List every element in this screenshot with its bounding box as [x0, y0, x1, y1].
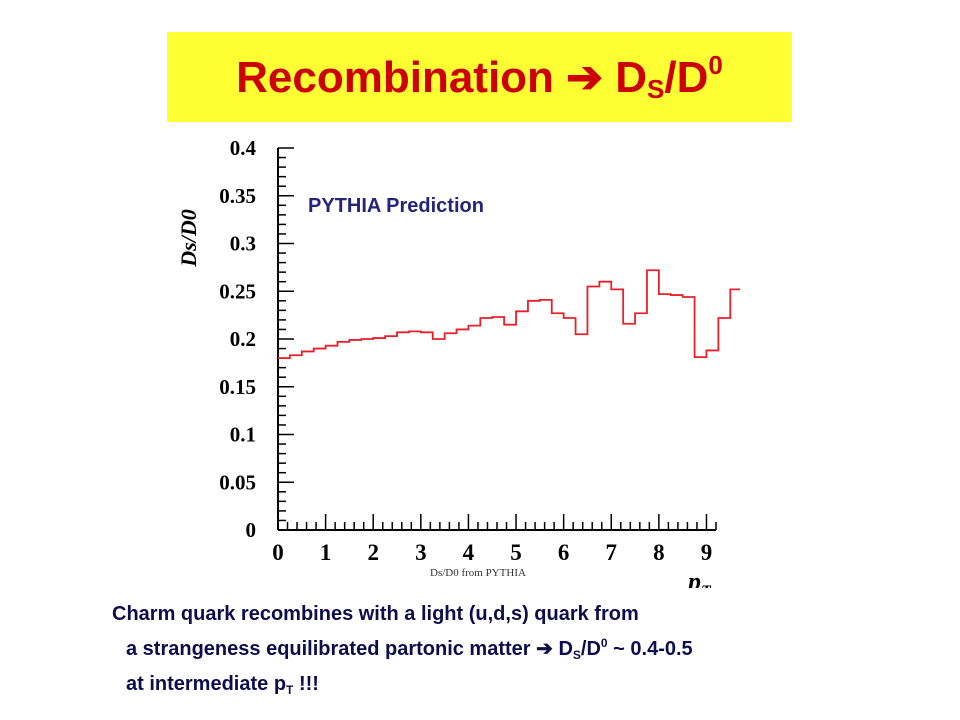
title-main: Recombination [236, 52, 554, 102]
x-tick-label: 8 [653, 540, 665, 565]
caption-line2-text: a strangeness equilibrated partonic matt… [126, 638, 531, 660]
x-tick-label: 0 [272, 540, 284, 565]
y-tick-label: 0.3 [230, 232, 256, 256]
y-tick-label: 0.1 [230, 423, 256, 447]
caption-line-1: Charm quark recombines with a light (u,d… [112, 603, 639, 625]
title-d: D [615, 52, 648, 102]
x-tick-label: 6 [558, 540, 570, 565]
y-tick-label: 0.05 [219, 470, 256, 494]
caption-sub-t: T [286, 683, 294, 697]
x-tick-label: 5 [510, 540, 521, 565]
x-tick-label: 4 [463, 540, 475, 565]
caption-line-3: at intermediate pT !!! [112, 670, 693, 705]
caption-line3-text: at intermediate p [126, 673, 287, 695]
title-sup-0: 0 [708, 49, 723, 80]
title-slash-d: /D [664, 52, 709, 102]
x-tick-label: 9 [701, 540, 713, 565]
y-tick-label: 0.2 [230, 327, 256, 351]
slide-title: Recombination ➔ DS/D0 [236, 50, 723, 105]
x-tick-label: 3 [415, 540, 427, 565]
ds-d0-chart: 0 0.05 0.1 0.15 0.2 0.25 0.3 0.35 0.4 0 1 2 3 4 5 6 7 8 9… [176, 136, 740, 588]
series-line-0 [278, 269, 740, 359]
caption-value-range: ~ 0.4-0.5 [613, 638, 693, 660]
x-axis: 0 1 2 3 4 5 6 7 8 9 [272, 514, 717, 565]
x-tick-label: 2 [367, 540, 379, 565]
x-tick-label: 7 [606, 540, 618, 565]
series-layer [278, 269, 740, 359]
title-banner: Recombination ➔ DS/D0 [167, 32, 792, 122]
x-axis-caption: Ds/D0 from PYTHIA [430, 567, 526, 579]
y-tick-label: 0.35 [219, 184, 256, 208]
x-axis-label-sub: T [701, 583, 712, 588]
caption-block: Charm quark recombines with a light (u,d… [112, 600, 693, 705]
x-axis-label: pT [686, 567, 712, 588]
caption-slash-d: /D [580, 638, 601, 660]
caption-sup-0: 0 [600, 636, 608, 650]
y-tick-label: 0.25 [219, 279, 256, 303]
y-axis: 0 0.05 0.1 0.15 0.2 0.25 0.3 0.35 0.4 [219, 136, 294, 542]
caption-exclaim: !!! [298, 673, 319, 695]
y-tick-label: 0 [246, 518, 257, 542]
y-axis-label: Ds/D0 [176, 209, 201, 267]
annotation-pythia: PYTHIA Prediction [308, 195, 484, 217]
y-tick-label: 0.15 [219, 375, 256, 399]
title-sub-s: S [647, 73, 665, 104]
caption-d: D [558, 638, 573, 660]
caption-line-2: a strangeness equilibrated partonic matt… [112, 629, 693, 670]
x-axis-label-p: p [686, 567, 701, 588]
caption-arrow-icon: ➔ [536, 638, 553, 660]
x-tick-label: 1 [320, 540, 332, 565]
caption-sub-s: S [572, 648, 581, 662]
y-tick-label: 0.4 [230, 136, 257, 160]
title-arrow-icon: ➔ [566, 52, 604, 102]
